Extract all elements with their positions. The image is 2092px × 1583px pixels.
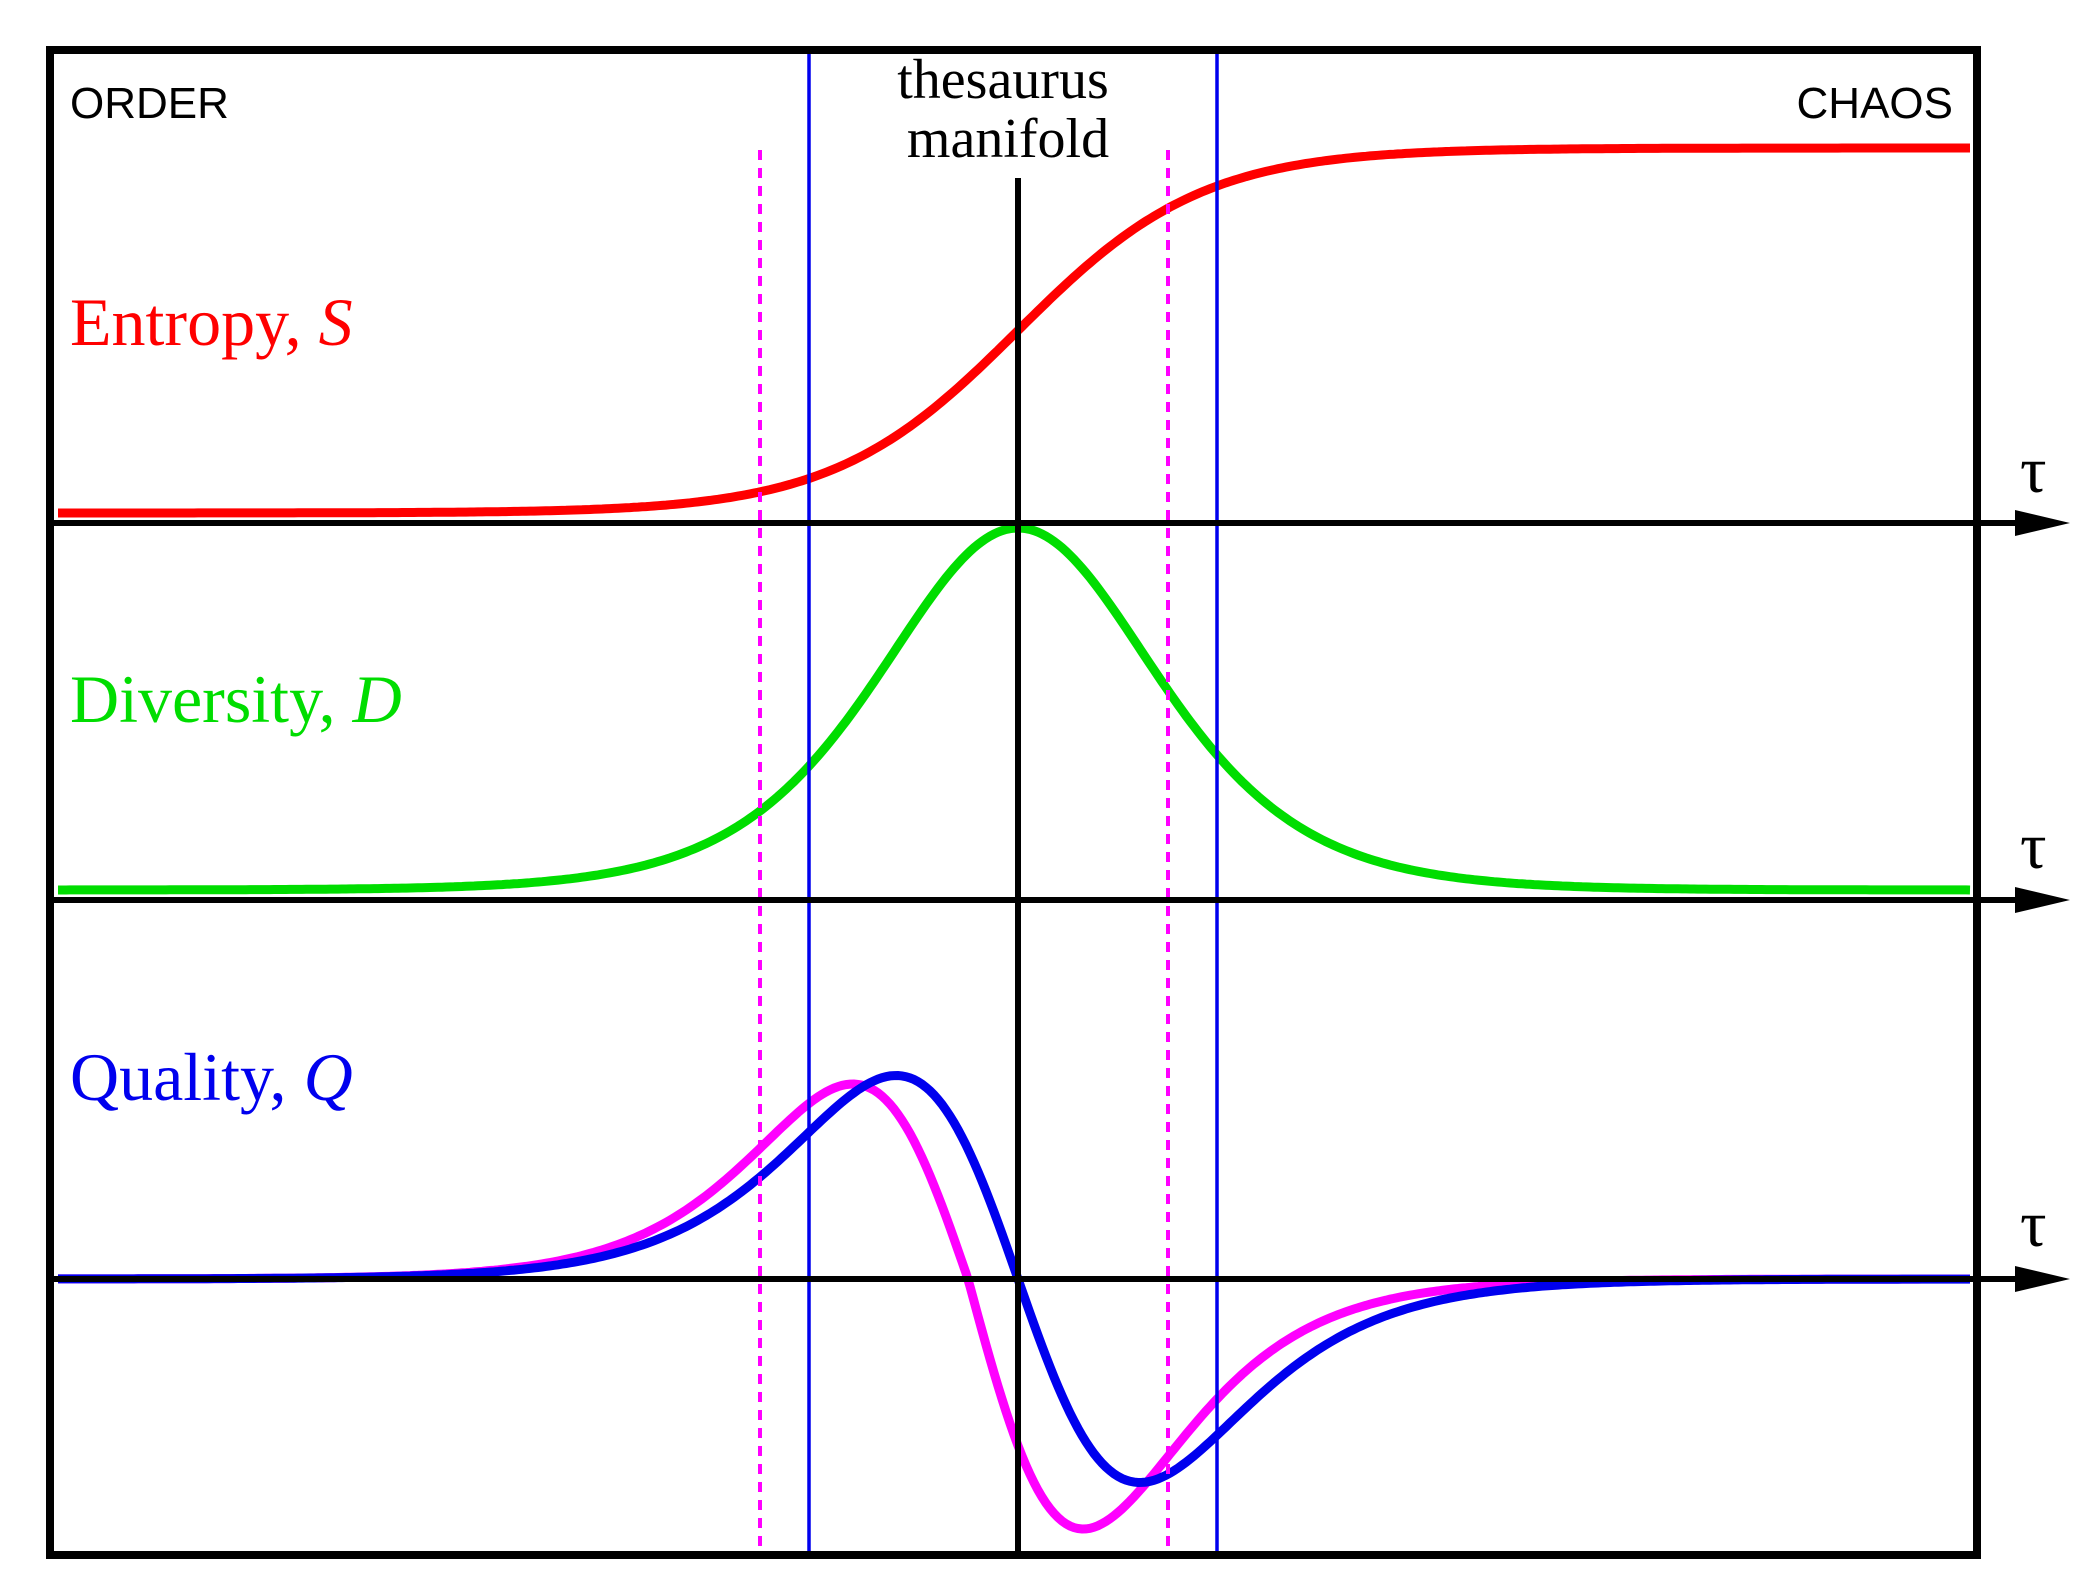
order-label: ORDER — [70, 79, 229, 128]
chaos-label: CHAOS — [1797, 79, 1953, 128]
quality-label: Quality, Q — [70, 1039, 353, 1115]
diversity-label: Diversity, D — [70, 661, 402, 737]
manifold-label: manifold — [907, 108, 1109, 170]
quality-label-symbol: Q — [304, 1039, 353, 1115]
diversity-axis-arrow — [2015, 887, 2070, 913]
quality-axis-arrow — [2015, 1266, 2070, 1292]
entropy-axis-arrow — [2015, 510, 2070, 536]
thesaurus-label: thesaurus — [897, 49, 1109, 111]
quality-axis-tau: τ — [2020, 1188, 2047, 1261]
entropy-label-name: Entropy, — [70, 284, 319, 360]
diversity-label-name: Diversity, — [70, 661, 353, 737]
diversity-curve — [58, 523, 1971, 895]
diversity-label-symbol: D — [352, 661, 402, 737]
diversity-axis-tau: τ — [2020, 810, 2047, 883]
entropy-label-symbol: S — [319, 284, 353, 360]
quality-shifted-curve — [58, 1079, 1970, 1534]
entropy-axis-tau: τ — [2020, 434, 2047, 507]
entropy-label: Entropy, S — [70, 284, 353, 360]
diagram-frame — [46, 46, 1981, 1559]
entropy-curve — [58, 143, 1970, 518]
quality-label-name: Quality, — [70, 1039, 304, 1115]
